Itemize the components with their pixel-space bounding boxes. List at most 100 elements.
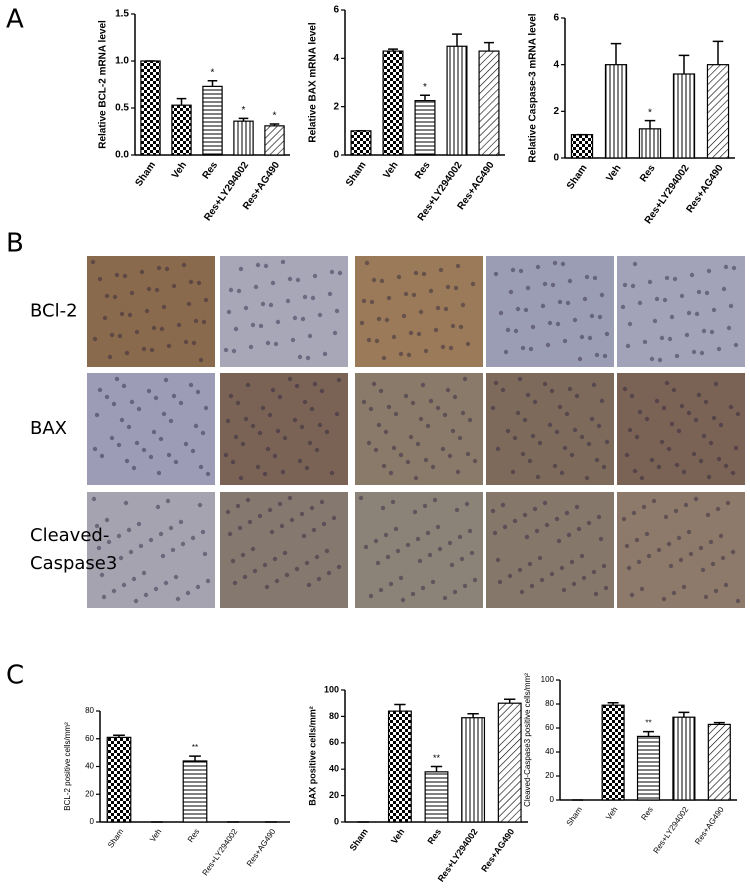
cell bbox=[442, 412, 448, 418]
cell bbox=[423, 348, 429, 354]
x-tick-label: Veh bbox=[604, 163, 623, 184]
cell bbox=[418, 416, 424, 422]
cell bbox=[730, 549, 736, 555]
cell bbox=[589, 313, 595, 319]
cell bbox=[196, 280, 202, 286]
y-tick-label: 6 bbox=[553, 13, 559, 24]
cell bbox=[666, 446, 672, 452]
cell bbox=[515, 306, 521, 312]
cell bbox=[128, 549, 134, 555]
x-tick-label: Res+AG490 bbox=[245, 827, 278, 868]
y-tick-label: 80 bbox=[545, 699, 554, 708]
cell bbox=[597, 314, 603, 320]
cell bbox=[97, 276, 103, 282]
cell bbox=[564, 510, 570, 516]
cell bbox=[674, 462, 680, 468]
y-tick-label: 0.0 bbox=[115, 150, 129, 161]
cell bbox=[185, 590, 191, 596]
cell bbox=[190, 448, 196, 454]
cell bbox=[96, 545, 102, 551]
cell bbox=[322, 351, 328, 357]
cell bbox=[602, 353, 608, 359]
cell bbox=[450, 323, 456, 329]
cell bbox=[252, 568, 258, 574]
cell bbox=[230, 558, 236, 564]
y-tick-label: 20 bbox=[329, 790, 339, 800]
error-bar bbox=[113, 734, 125, 738]
bar bbox=[140, 60, 161, 156]
error-bar bbox=[713, 721, 725, 725]
cell bbox=[639, 475, 645, 481]
cell bbox=[706, 268, 712, 274]
cell bbox=[380, 505, 386, 511]
cell bbox=[269, 529, 275, 535]
cell bbox=[388, 581, 394, 587]
error-bar bbox=[388, 48, 398, 52]
cell bbox=[153, 395, 159, 401]
cell bbox=[542, 500, 548, 506]
cell bbox=[262, 562, 268, 568]
cell bbox=[201, 319, 207, 325]
cell bbox=[457, 534, 463, 540]
cell bbox=[238, 266, 244, 272]
y-tick-label: 4 bbox=[333, 53, 339, 64]
cell bbox=[591, 382, 597, 388]
x-tick-label: Res+LY294002 bbox=[651, 805, 690, 855]
cell bbox=[270, 280, 276, 286]
cell bbox=[183, 339, 189, 345]
cell bbox=[458, 324, 464, 330]
cell bbox=[554, 429, 560, 435]
cell bbox=[123, 500, 129, 506]
cell bbox=[245, 382, 251, 388]
cell bbox=[467, 528, 473, 534]
cell bbox=[366, 440, 372, 446]
cell bbox=[163, 580, 169, 586]
cell bbox=[237, 525, 243, 531]
cell bbox=[102, 315, 108, 321]
cell bbox=[681, 469, 687, 475]
cell bbox=[384, 317, 390, 323]
cell bbox=[507, 573, 513, 579]
micrograph bbox=[220, 256, 348, 367]
error-bar bbox=[607, 702, 619, 706]
y-tick-label: 0 bbox=[90, 817, 95, 826]
cell bbox=[148, 537, 154, 543]
cell bbox=[720, 555, 726, 561]
cell bbox=[654, 398, 660, 404]
cell bbox=[455, 469, 461, 475]
cell bbox=[716, 456, 722, 462]
cell bbox=[718, 422, 724, 428]
y-tick-label: 2 bbox=[333, 101, 339, 112]
error-bar bbox=[430, 765, 443, 772]
cell bbox=[438, 267, 444, 273]
cell bbox=[519, 589, 525, 595]
cell bbox=[153, 586, 159, 592]
micrograph bbox=[87, 492, 215, 608]
cell bbox=[267, 412, 273, 418]
cell bbox=[735, 598, 741, 604]
cell bbox=[282, 550, 288, 556]
cell bbox=[164, 266, 170, 272]
cell bbox=[272, 556, 278, 562]
cell bbox=[180, 541, 186, 547]
cell bbox=[371, 381, 377, 387]
x-tick-label: Veh bbox=[170, 160, 189, 181]
cell bbox=[649, 356, 655, 362]
cell bbox=[403, 291, 409, 297]
cell bbox=[465, 451, 471, 457]
bar bbox=[233, 120, 254, 156]
cell bbox=[545, 342, 551, 348]
cell bbox=[542, 281, 548, 287]
micrograph bbox=[220, 373, 348, 485]
cell bbox=[197, 502, 203, 508]
cell bbox=[544, 522, 550, 528]
cell bbox=[557, 404, 563, 410]
cell bbox=[457, 435, 463, 441]
cell bbox=[413, 270, 419, 276]
cell bbox=[119, 417, 125, 423]
cell bbox=[512, 518, 518, 524]
cell bbox=[383, 429, 389, 435]
cell bbox=[92, 446, 98, 452]
cell bbox=[622, 282, 628, 288]
cell bbox=[596, 514, 602, 520]
